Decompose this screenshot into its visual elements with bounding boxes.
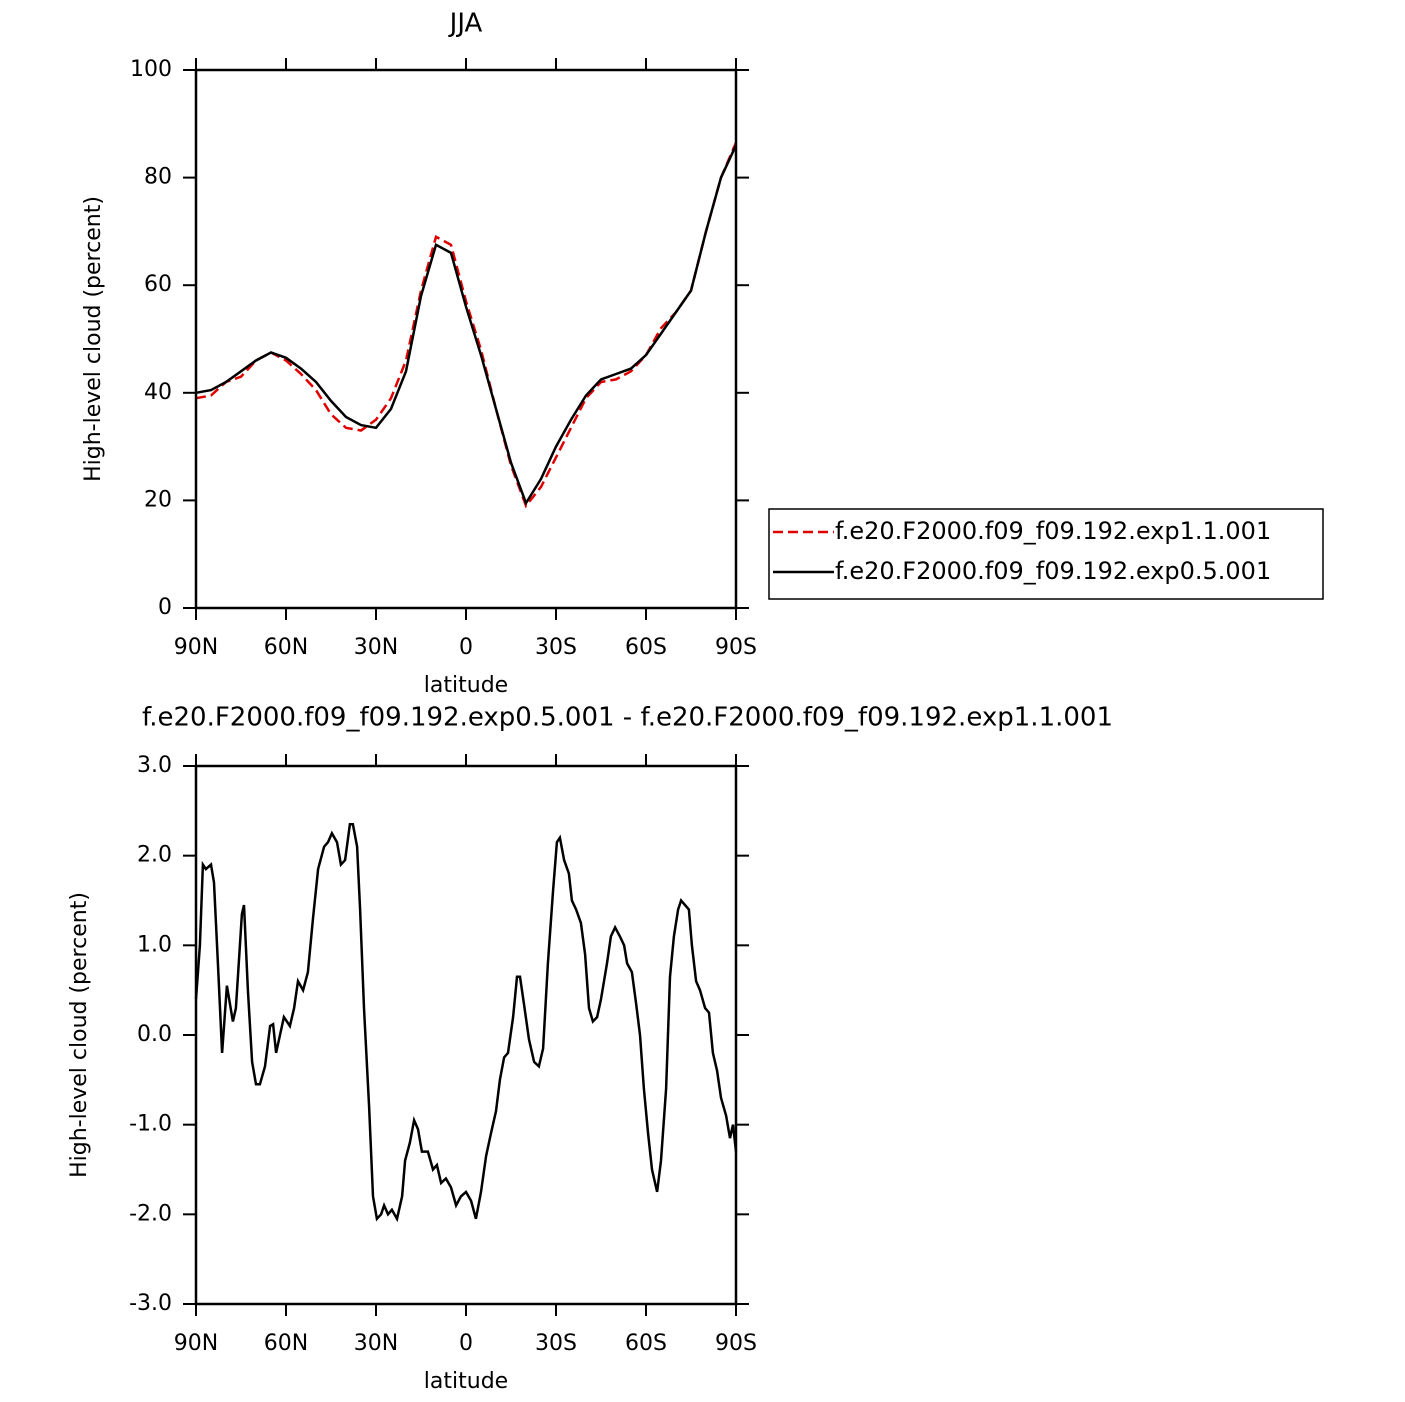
chart-title: f.e20.F2000.f09_f09.192.exp0.5.001 - f.e…: [142, 703, 1113, 733]
x-axis-label: latitude: [424, 673, 508, 698]
data-line: [195, 144, 738, 506]
chart-title: JJA: [448, 9, 483, 39]
y-axis-label: High-level cloud (percent): [67, 892, 92, 1178]
x-tick-label: 30S: [535, 635, 577, 660]
data-line: [194, 823, 738, 1223]
y-tick-label: -2.0: [129, 1201, 172, 1226]
legend-label: f.e20.F2000.f09_f09.192.exp0.5.001: [835, 557, 1271, 585]
y-tick-label: 1.0: [137, 932, 172, 957]
x-tick-label: 30N: [354, 635, 398, 660]
y-tick-label: 0: [158, 595, 172, 620]
x-axis-label: latitude: [424, 1369, 508, 1394]
x-tick-label: 90N: [174, 635, 218, 660]
x-tick-label: 30N: [354, 1331, 398, 1356]
y-tick-label: 2.0: [137, 843, 172, 868]
data-line: [195, 142, 738, 509]
x-tick-label: 60N: [264, 635, 308, 660]
x-tick-label: 60S: [625, 1331, 667, 1356]
y-tick-label: 20: [144, 487, 172, 512]
y-axis-label: High-level cloud (percent): [81, 196, 106, 482]
y-tick-label: 3.0: [137, 753, 172, 778]
x-tick-label: 30S: [535, 1331, 577, 1356]
x-tick-label: 90S: [715, 1331, 757, 1356]
x-tick-label: 90N: [174, 1331, 218, 1356]
x-tick-label: 90S: [715, 635, 757, 660]
legend-box: [768, 508, 1324, 600]
x-tick-label: 0: [459, 1331, 473, 1356]
x-tick-label: 0: [459, 635, 473, 660]
x-tick-label: 60N: [264, 1331, 308, 1356]
y-tick-label: 60: [144, 272, 172, 297]
y-tick-label: 0.0: [137, 1022, 172, 1047]
y-tick-label: 80: [144, 165, 172, 190]
plot-frame: [194, 764, 738, 1306]
y-tick-label: 40: [144, 380, 172, 405]
y-tick-label: -1.0: [129, 1112, 172, 1137]
x-tick-label: 60S: [625, 635, 667, 660]
y-tick-label: 100: [130, 57, 172, 82]
y-tick-label: -3.0: [129, 1291, 172, 1316]
legend-label: f.e20.F2000.f09_f09.192.exp1.1.001: [835, 517, 1271, 545]
